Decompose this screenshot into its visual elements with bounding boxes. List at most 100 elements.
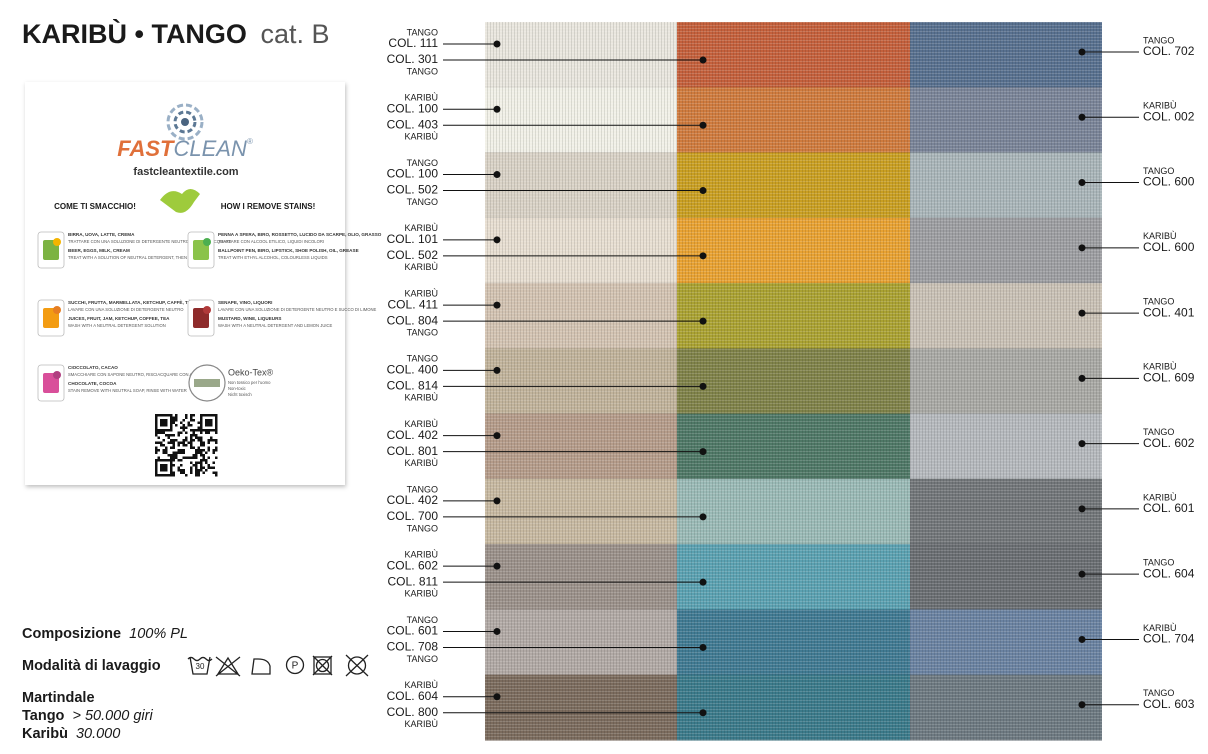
stain-icon-dot — [203, 238, 211, 246]
qr-cell — [197, 449, 200, 452]
qr-cell — [192, 431, 195, 434]
swatch-code: COL. 800 — [387, 705, 439, 719]
qr-cell — [185, 444, 188, 447]
qr-cell — [155, 426, 158, 429]
qr-cell — [167, 474, 170, 477]
qr-cell — [170, 471, 173, 474]
qr-cell — [190, 466, 193, 469]
swatch-line: KARIBÙ — [404, 288, 438, 298]
swatch-texture — [485, 544, 677, 610]
qr-cell — [197, 451, 200, 454]
swatch-code: COL. 811 — [388, 574, 439, 588]
qr-cell — [210, 419, 213, 422]
swatch-texture — [910, 609, 1102, 676]
qr-cell — [200, 426, 203, 429]
qr-cell — [165, 464, 168, 467]
qr-cell — [205, 421, 208, 424]
qr-cell — [215, 419, 218, 422]
qr-cell — [167, 436, 170, 439]
leader-dot — [1078, 179, 1086, 187]
swatch-texture — [677, 87, 910, 154]
qr-cell — [195, 449, 198, 452]
qr-cell — [155, 434, 158, 437]
swatch-code: COL. 804 — [387, 313, 439, 327]
qr-cell — [215, 414, 218, 417]
qr-cell — [192, 414, 195, 417]
qr-cell — [162, 421, 165, 424]
qr-cell — [157, 431, 160, 434]
oeko-line: Non-toxic — [228, 386, 246, 391]
qr-cell — [205, 414, 208, 417]
qr-cell — [157, 429, 160, 432]
qr-cell — [172, 421, 175, 424]
no-tumble — [313, 656, 332, 675]
swatch-code: COL. 700 — [387, 509, 439, 523]
qr-cell — [160, 466, 163, 469]
qr-cell — [207, 431, 210, 434]
qr-cell — [162, 451, 165, 454]
logo: FASTCLEAN® — [117, 136, 253, 161]
stain-title-en: BEER, EGGS, MILK, CREAM — [68, 248, 130, 253]
swatch-code: COL. 100 — [387, 167, 439, 181]
qr-cell — [205, 419, 208, 422]
swatch-code: COL. 600 — [1143, 175, 1195, 189]
qr-cell — [190, 456, 193, 459]
qr-cell — [192, 456, 195, 459]
qr-cell — [185, 439, 188, 442]
qr-cell — [192, 464, 195, 467]
qr-cell — [212, 439, 215, 442]
qr-cell — [182, 441, 185, 444]
qr-cell — [177, 449, 180, 452]
swatch-texture — [485, 478, 677, 545]
qr-cell — [165, 446, 168, 449]
qr-cell — [192, 429, 195, 432]
qr-cell — [185, 416, 188, 419]
swatch-texture — [677, 544, 910, 610]
leader-dot — [699, 56, 707, 64]
qr-cell — [197, 429, 200, 432]
swatch-line: TANGO — [407, 327, 438, 337]
qr-cell — [190, 434, 193, 437]
qr-cell — [215, 424, 218, 427]
swatch-code: COL. 704 — [1143, 632, 1195, 646]
qr-cell — [155, 446, 158, 449]
qr-cell — [175, 414, 178, 417]
swatch-line: KARIBÙ — [404, 419, 438, 429]
qr-cell — [200, 419, 203, 422]
swatch-texture — [485, 283, 677, 349]
leader-dot — [493, 171, 501, 179]
swatch-code: COL. 602 — [387, 558, 439, 572]
qr-cell — [155, 431, 158, 434]
swatch-line: KARIBÙ — [404, 93, 438, 103]
qr-cell — [207, 421, 210, 424]
qr-cell — [192, 446, 195, 449]
swatch-code: COL. 604 — [1143, 566, 1195, 580]
qr-cell — [160, 444, 163, 447]
qr-cell — [207, 424, 210, 427]
qr-cell — [155, 469, 158, 472]
qr-cell — [155, 441, 158, 444]
stain-text-en: TREAT WITH A SOLUTION OF NEUTRAL DETERGE… — [68, 255, 201, 260]
qr-code — [155, 414, 218, 477]
swatch-line: KARIBÙ — [404, 223, 438, 233]
swatch-line: TANGO — [407, 654, 438, 664]
qr-cell — [200, 459, 203, 462]
qr-cell — [165, 469, 168, 472]
qr-cell — [180, 441, 183, 444]
qr-cell — [170, 434, 173, 437]
qr-cell — [205, 451, 208, 454]
stain-title-en: CHOCOLATE, COCOA — [68, 381, 117, 386]
qr-cell — [165, 449, 168, 452]
stain-icon-dot — [53, 371, 61, 379]
qr-cell — [200, 429, 203, 432]
qr-cell — [200, 436, 203, 439]
swatch-line: KARIBÙ — [1143, 492, 1177, 502]
leader-dot — [1078, 113, 1086, 121]
swatch-texture — [910, 152, 1102, 219]
qr-cell — [165, 414, 168, 417]
qr-cell — [155, 421, 158, 424]
qr-cell — [170, 459, 173, 462]
qr-cell — [192, 439, 195, 442]
qr-cell — [215, 449, 218, 452]
dry-clean-letter: P — [292, 661, 299, 672]
